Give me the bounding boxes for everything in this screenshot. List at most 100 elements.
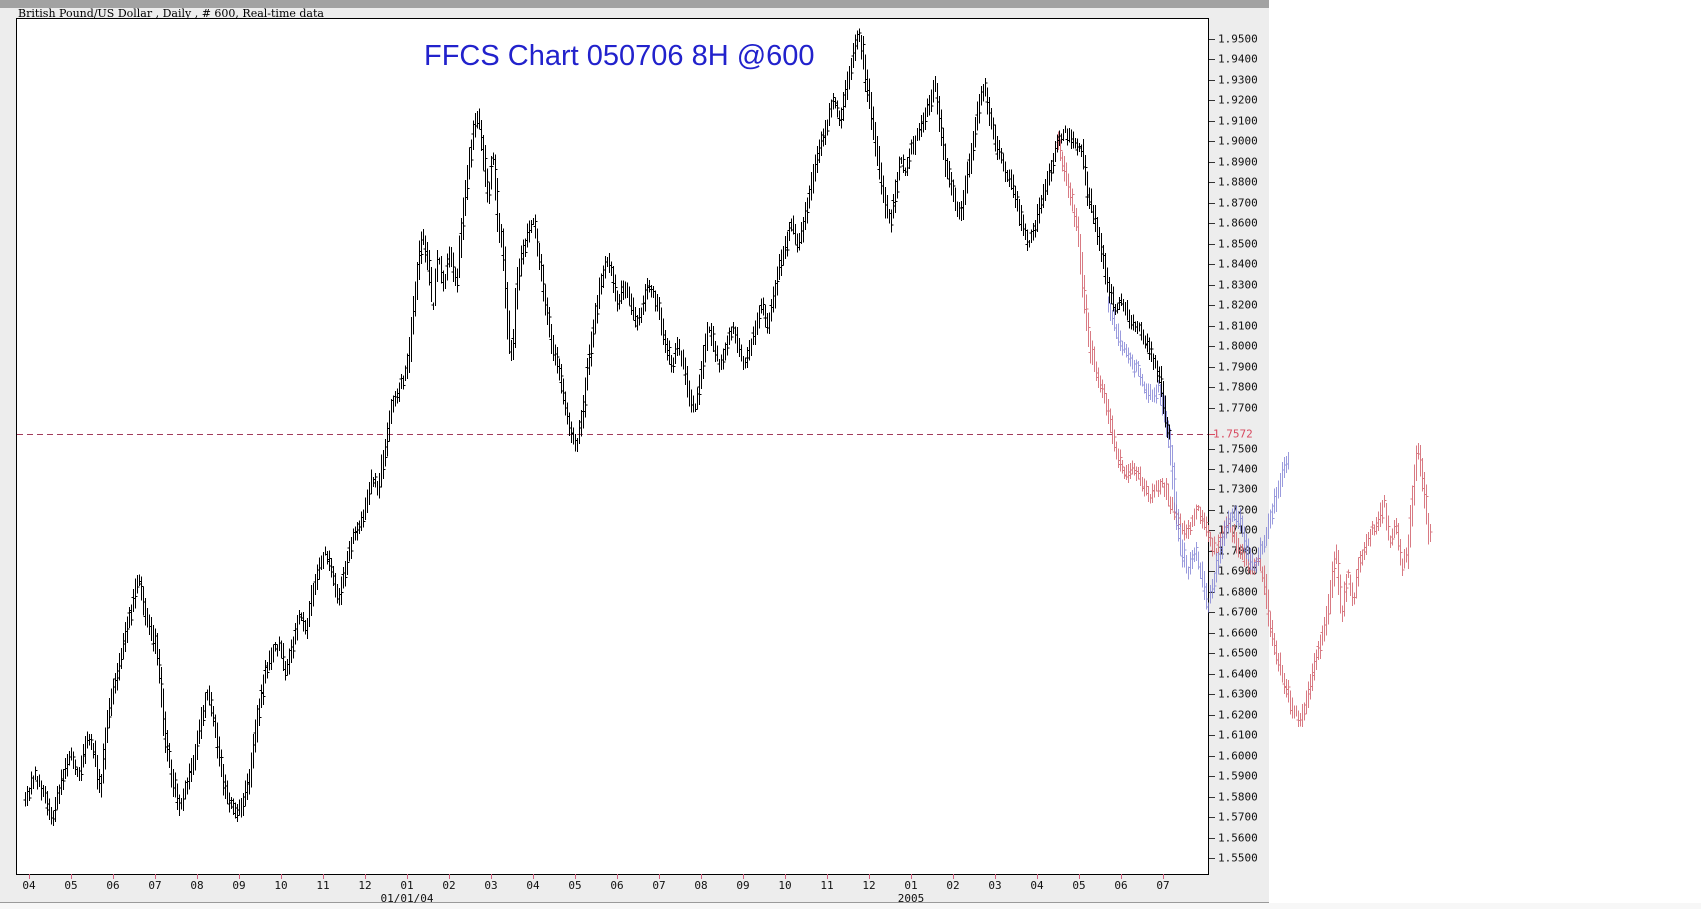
price-tick-label: 1.5700 [1218,810,1258,824]
price-tick [1209,694,1215,696]
year-sub-label: 01/01/04 [380,892,434,905]
month-tick [575,874,576,879]
price-tick [1209,182,1215,184]
month-tick-label: 04 [526,879,540,892]
price-tick-label: 1.7900 [1218,360,1258,374]
price-tick [1209,653,1215,655]
month-tick-label: 10 [274,879,288,892]
price-tick-label: 1.9400 [1218,52,1258,66]
month-tick-label: 08 [190,879,204,892]
price-tick [1209,223,1215,225]
price-tick-label: 1.8500 [1218,237,1258,251]
price-tick [1209,858,1215,859]
month-tick [785,874,786,879]
price-tick-label: 1.5800 [1218,790,1258,804]
month-tick-label: 02 [946,879,960,892]
price-tick [1209,571,1215,573]
year-sub-label: 2005 [897,892,925,905]
price-tick [1209,346,1215,348]
price-tick-label: 1.9300 [1218,73,1258,87]
price-tick-label: 1.8100 [1218,319,1258,333]
month-tick [1037,874,1038,879]
month-tick [617,874,618,879]
month-tick [155,874,156,879]
month-tick-label: 11 [820,879,834,892]
month-tick [701,874,702,879]
price-tick [1209,550,1215,552]
price-tick-label: 1.6200 [1218,708,1258,722]
plot-area[interactable] [16,18,1209,875]
month-tick [659,874,660,879]
month-tick-label: 04 [22,879,36,892]
month-tick [1079,874,1080,879]
price-tick-label: 1.7300 [1218,482,1258,496]
price-tick-label: 1.5500 [1218,851,1258,865]
price-tick [1209,612,1215,614]
month-tick-label: 03 [484,879,498,892]
price-tick-label: 1.8400 [1218,257,1258,271]
price-tick [1209,776,1215,778]
price-tick-label: 1.9200 [1218,93,1258,107]
price-tick-label: 1.7800 [1218,380,1258,394]
price-tick [1209,141,1215,143]
month-tick-label: 11 [316,879,330,892]
price-tick-label: 1.6300 [1218,687,1258,701]
price-tick [1209,755,1215,757]
price-tick-label: 1.6500 [1218,646,1258,660]
month-tick [533,874,534,879]
price-tick-label: 1.7400 [1218,462,1258,476]
price-tick [1209,530,1215,532]
price-tick-label: 1.6100 [1218,728,1258,742]
price-tick [1209,591,1215,593]
price-tick-label: 1.6700 [1218,605,1258,619]
month-tick [827,874,828,879]
month-tick [281,874,282,879]
month-tick [197,874,198,879]
month-tick [743,874,744,879]
window-bottom-edge [0,903,1701,909]
price-tick [1209,796,1215,798]
price-tick-label: 1.6000 [1218,749,1258,763]
month-tick-label: 05 [1072,879,1086,892]
price-tick [1209,837,1215,839]
month-tick-label: 03 [988,879,1002,892]
price-tick [1209,161,1215,163]
month-tick-label: 05 [64,879,78,892]
chart-app-window: British Pound/US Dollar , Daily , # 600,… [0,0,1269,905]
price-tick-label: 1.7200 [1218,503,1258,517]
month-tick [869,874,870,879]
price-tick-label: 1.8900 [1218,155,1258,169]
month-tick-label: 07 [652,879,666,892]
month-tick-label: 01 [904,879,918,892]
price-tick-label: 1.7700 [1218,401,1258,415]
month-tick-label: 04 [1030,879,1044,892]
ffcs-chart-heading: FFCS Chart 050706 8H @600 [424,40,815,72]
window-top-strip [0,0,1269,8]
price-tick [1209,735,1215,737]
price-tick-label: 1.5900 [1218,769,1258,783]
month-tick-label: 07 [1156,879,1170,892]
price-tick [1209,39,1215,40]
price-tick-label: 1.8300 [1218,278,1258,292]
chart-instrument-title: British Pound/US Dollar , Daily , # 600,… [18,7,324,20]
month-tick-label: 10 [778,879,792,892]
month-tick [239,874,240,879]
price-tick-label: 1.8000 [1218,339,1258,353]
month-tick [1163,874,1164,879]
price-tick-label: 1.6800 [1218,585,1258,599]
price-tick [1209,632,1215,634]
month-tick-label: 06 [610,879,624,892]
price-tick-label: 1.7100 [1218,523,1258,537]
price-tick [1209,714,1215,716]
price-tick [1209,79,1215,81]
month-tick-label: 02 [442,879,456,892]
price-tick [1209,100,1215,102]
price-tick [1209,673,1215,675]
price-tick [1209,305,1215,307]
price-tick-label: 1.6400 [1218,667,1258,681]
price-tick-label: 1.9000 [1218,134,1258,148]
month-tick-label: 12 [358,879,372,892]
month-tick-label: 06 [1114,879,1128,892]
month-tick-label: 01 [400,879,414,892]
